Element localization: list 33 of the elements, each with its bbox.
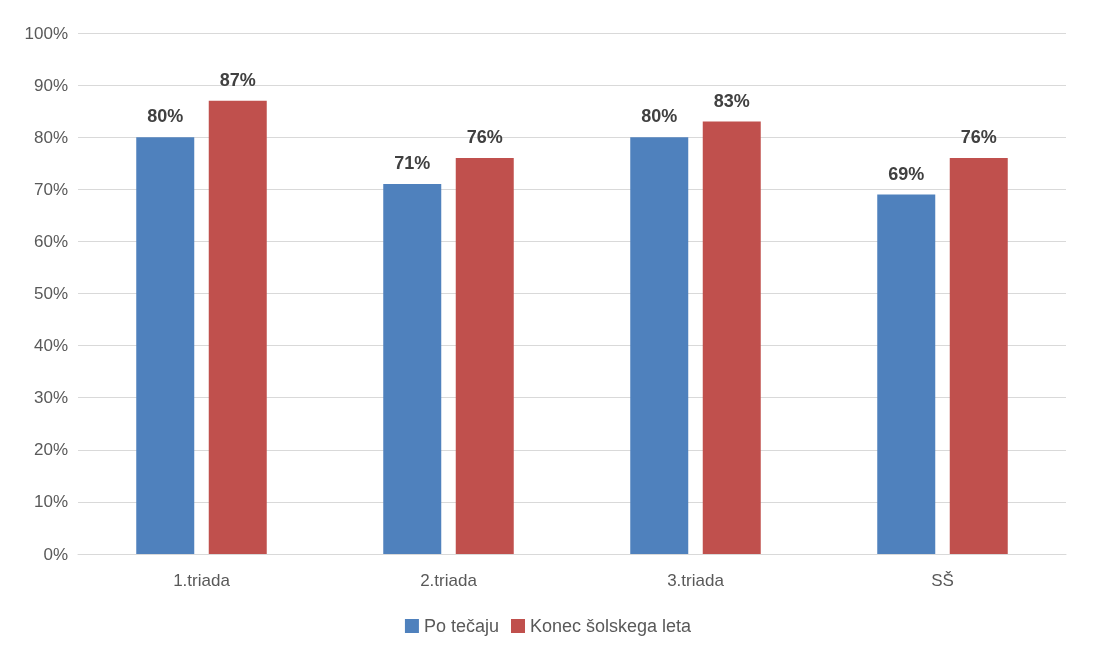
y-tick-label: 80% xyxy=(33,127,68,147)
data-label: 80% xyxy=(641,106,678,127)
data-label: 76% xyxy=(466,127,503,148)
data-label: 80% xyxy=(147,106,184,127)
y-tick-label: 30% xyxy=(33,388,68,408)
bar xyxy=(702,121,761,554)
y-tick-label: 100% xyxy=(24,23,68,43)
bar xyxy=(383,184,442,554)
legend-label: Po tečaju xyxy=(423,616,499,636)
y-tick-label: 20% xyxy=(33,440,68,460)
bar xyxy=(630,137,689,554)
bar xyxy=(877,194,936,554)
x-tick-label: 2.triada xyxy=(420,571,478,590)
x-tick-label: 3.triada xyxy=(667,571,725,590)
bar xyxy=(136,137,195,554)
bar xyxy=(208,100,267,554)
y-tick-label: 40% xyxy=(33,336,68,356)
y-tick-label: 60% xyxy=(33,231,68,251)
bar xyxy=(949,158,1008,554)
x-tick-label: SŠ xyxy=(931,571,954,590)
bar xyxy=(455,158,514,554)
data-label: 76% xyxy=(960,127,997,148)
data-label: 83% xyxy=(713,90,750,111)
y-tick-label: 90% xyxy=(33,75,68,95)
y-tick-label: 0% xyxy=(43,544,68,564)
data-label: 69% xyxy=(888,163,925,184)
y-tick-label: 10% xyxy=(33,492,68,512)
y-tick-label: 70% xyxy=(33,179,68,199)
y-tick-label: 50% xyxy=(33,284,68,303)
data-label: 71% xyxy=(394,153,431,174)
data-label: 87% xyxy=(219,69,256,90)
legend-label: Konec šolskega leta xyxy=(529,616,693,636)
x-tick-label: 1.triada xyxy=(173,571,231,590)
